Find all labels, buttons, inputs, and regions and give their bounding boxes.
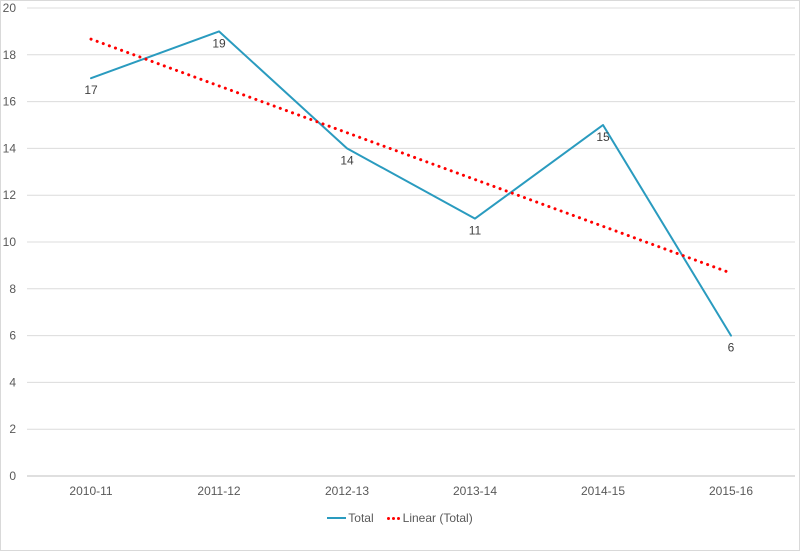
y-axis-tick-label: 10: [3, 235, 17, 249]
y-axis-tick-label: 16: [3, 95, 17, 109]
y-axis-tick-label: 6: [9, 329, 16, 343]
chart-legend: Total Linear (Total): [0, 511, 800, 525]
x-axis-tick-label: 2011-12: [197, 484, 240, 498]
y-axis-tick-label: 8: [9, 282, 16, 296]
x-axis-tick-label: 2012-13: [325, 484, 369, 498]
x-axis-tick-label: 2013-14: [453, 484, 497, 498]
y-axis-tick-label: 0: [9, 469, 16, 483]
x-axis-tick-label: 2014-15: [581, 484, 625, 498]
y-axis-tick-label: 4: [9, 375, 16, 389]
x-axis-tick-label: 2015-16: [709, 484, 753, 498]
legend-item-total: Total: [327, 511, 374, 525]
y-axis-tick-label: 18: [3, 48, 17, 62]
y-axis-tick-label: 20: [3, 1, 17, 15]
legend-dot-icon: [396, 516, 400, 520]
legend-dot-icon: [391, 516, 395, 520]
legend-label-linear-total: Linear (Total): [402, 511, 473, 525]
legend-dots-swatch: [386, 516, 400, 520]
legend-label-total: Total: [348, 511, 374, 525]
y-axis-tick-label: 12: [3, 188, 17, 202]
y-axis-tick-label: 14: [3, 141, 17, 155]
y-axis-tick-label: 2: [9, 422, 16, 436]
trendline-linear-total: [89, 37, 733, 275]
legend-line-swatch: [327, 517, 347, 519]
data-label: 19: [212, 36, 226, 50]
data-label: 11: [469, 224, 482, 238]
series-line-total: [90, 30, 732, 337]
data-label: 15: [596, 130, 610, 144]
legend-dot-icon: [386, 516, 390, 520]
data-label: 6: [728, 341, 735, 355]
data-label: 14: [340, 153, 354, 167]
x-axis-tick-label: 2010-11: [69, 484, 112, 498]
data-label: 17: [84, 83, 98, 97]
legend-item-linear-total: Linear (Total): [386, 511, 473, 525]
